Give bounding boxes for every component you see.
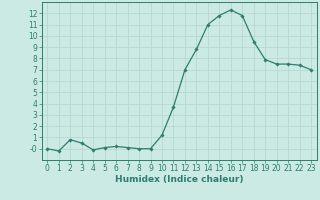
X-axis label: Humidex (Indice chaleur): Humidex (Indice chaleur): [115, 175, 244, 184]
